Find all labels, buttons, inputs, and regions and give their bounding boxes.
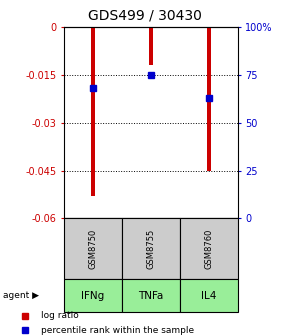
- Text: TNFa: TNFa: [138, 291, 164, 301]
- Text: agent ▶: agent ▶: [3, 291, 39, 300]
- Bar: [64, 218, 122, 279]
- Bar: [122, 279, 180, 312]
- Text: GDS499 / 30430: GDS499 / 30430: [88, 8, 202, 23]
- Bar: [207, 27, 211, 171]
- Bar: [180, 218, 238, 279]
- Bar: [180, 279, 238, 312]
- Text: GSM8755: GSM8755: [146, 228, 155, 269]
- Text: GSM8750: GSM8750: [88, 228, 97, 269]
- Text: log ratio: log ratio: [41, 311, 79, 320]
- Bar: [122, 218, 180, 279]
- Text: GSM8760: GSM8760: [204, 228, 213, 269]
- Bar: [149, 27, 153, 65]
- Text: IL4: IL4: [201, 291, 217, 301]
- Bar: [91, 27, 95, 196]
- Text: percentile rank within the sample: percentile rank within the sample: [41, 326, 194, 335]
- Text: IFNg: IFNg: [81, 291, 104, 301]
- Bar: [64, 279, 122, 312]
